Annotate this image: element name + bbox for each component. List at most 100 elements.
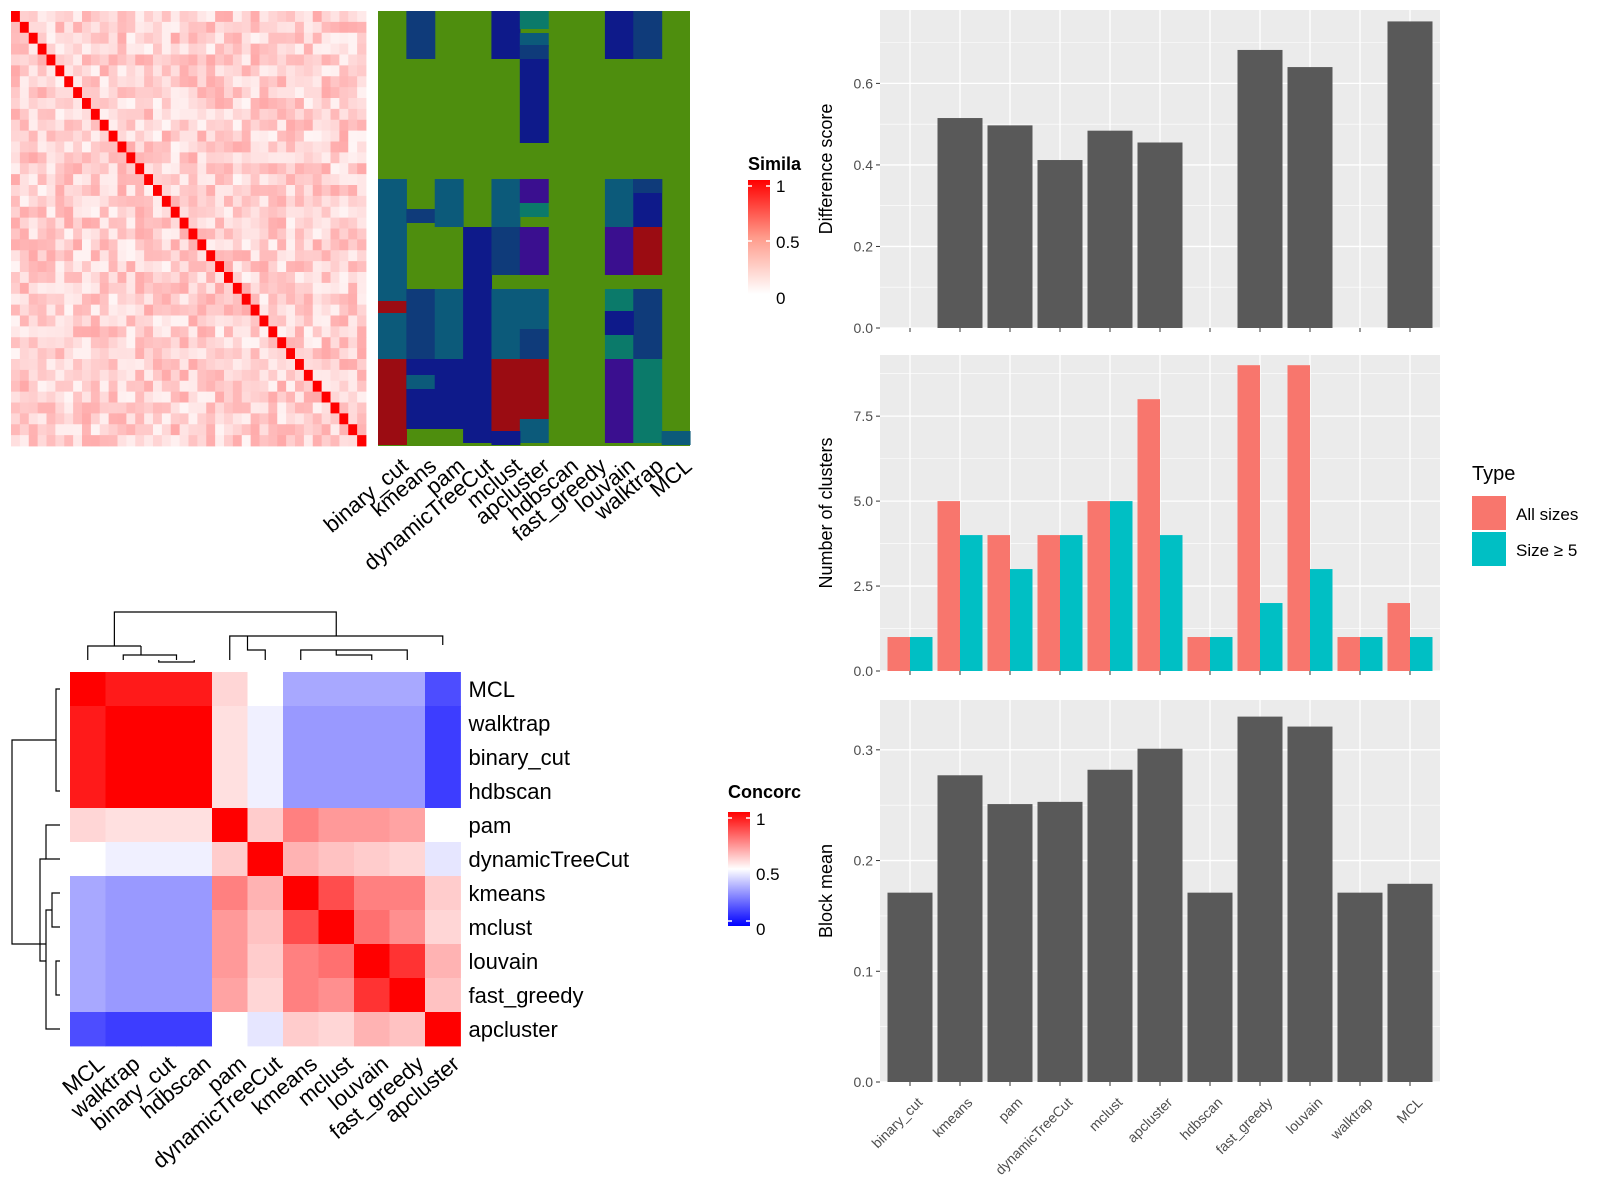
similarity-cell (295, 217, 305, 229)
similarity-cell (339, 54, 349, 66)
concordance-cell (212, 672, 248, 707)
concordance-row-labels: MCLwalktrapbinary_cuthdbscanpamdynamicTr… (468, 677, 630, 1042)
similarity-cell (197, 130, 207, 142)
similarity-cell (108, 304, 118, 316)
similarity-cell (55, 315, 65, 327)
bar (937, 775, 983, 1082)
similarity-cell (126, 195, 136, 208)
similarity-cell (153, 337, 163, 349)
similarity-cell (241, 391, 252, 403)
similarity-cell (321, 337, 331, 349)
similarity-cell (277, 217, 287, 229)
similarity-cell (268, 206, 278, 219)
similarity-cell (215, 261, 225, 273)
similarity-cell (108, 141, 118, 153)
similarity-cell (312, 98, 323, 110)
similarity-cell (295, 369, 305, 382)
membership-block (519, 329, 549, 359)
similarity-cell (339, 293, 349, 306)
similarity-cell (19, 21, 30, 34)
similarity-cell (321, 413, 331, 425)
similarity-cell (99, 293, 110, 306)
similarity-cell (232, 54, 243, 66)
similarity-cell (206, 54, 216, 66)
similarity-cell (224, 315, 234, 327)
similarity-cell (73, 315, 83, 327)
concordance-cell (425, 842, 461, 877)
similarity-cell (339, 98, 349, 110)
dendrogram-branch (55, 960, 60, 996)
similarity-cell (215, 239, 225, 251)
bar-all-sizes (1037, 535, 1060, 671)
similarity-cell (73, 32, 83, 45)
concordance-cell (105, 978, 142, 1013)
similarity-cell (46, 250, 56, 262)
similarity-cell (46, 108, 56, 121)
similarity-cell (90, 261, 101, 273)
similarity-cell (179, 174, 189, 186)
similarity-cell (250, 11, 260, 23)
concordance-cell (389, 876, 426, 911)
similarity-cell (268, 402, 278, 414)
concordance-cell (70, 672, 106, 707)
similarity-cell (90, 315, 101, 327)
similarity-cell (19, 369, 30, 382)
similarity-cell (64, 250, 74, 262)
similarity-cell (303, 141, 314, 153)
similarity-cell (64, 163, 74, 175)
membership-block (633, 289, 663, 359)
similarity-cell (144, 43, 154, 55)
similarity-cell (312, 424, 323, 436)
y-tick-label: 0.0 (854, 1074, 874, 1090)
similarity-cell (55, 380, 65, 393)
similarity-cell (126, 282, 136, 295)
similarity-cell (215, 250, 225, 262)
similarity-cell (241, 174, 252, 186)
similarity-cell (241, 293, 252, 306)
similarity-cell (28, 304, 39, 316)
similarity-cell (277, 185, 287, 197)
similarity-cell (144, 282, 154, 295)
similarity-cell (321, 282, 331, 295)
similarity-cell (153, 206, 163, 219)
similarity-cell (117, 293, 127, 306)
similarity-cell (277, 315, 287, 327)
membership-block (491, 227, 521, 275)
similarity-cell (224, 21, 234, 34)
y-tick-label: 5.0 (854, 493, 874, 509)
similarity-cell (55, 413, 65, 425)
similarity-cell (99, 11, 110, 23)
membership-block (519, 227, 549, 275)
similarity-cell (144, 65, 154, 77)
similarity-cell (224, 206, 234, 219)
concordance-cell (354, 944, 390, 979)
similarity-cell (241, 152, 252, 164)
similarity-cell (339, 228, 349, 240)
similarity-cell (348, 228, 358, 240)
similarity-cell (286, 261, 296, 273)
similarity-cell (28, 380, 39, 393)
similarity-cell (339, 141, 349, 153)
similarity-cell (232, 141, 243, 153)
similarity-cell (339, 369, 349, 382)
similarity-cell (73, 435, 83, 447)
similarity-cell (11, 228, 21, 240)
similarity-cell (277, 304, 287, 316)
similarity-cell (170, 239, 181, 251)
concordance-cell (425, 808, 461, 843)
similarity-cell (90, 21, 101, 34)
similarity-cell (277, 337, 287, 349)
similarity-cell (224, 424, 234, 436)
similarity-cell (268, 282, 278, 295)
similarity-cell (126, 380, 136, 393)
similarity-cell (197, 43, 207, 55)
similarity-cell (73, 11, 83, 23)
similarity-cell (250, 391, 260, 403)
similarity-cell (188, 163, 198, 175)
similarity-cell (11, 369, 21, 382)
similarity-cell (117, 380, 127, 393)
similarity-cell (19, 261, 30, 273)
similarity-cell (259, 206, 269, 219)
similarity-cell (108, 239, 118, 251)
similarity-cell (82, 348, 92, 360)
